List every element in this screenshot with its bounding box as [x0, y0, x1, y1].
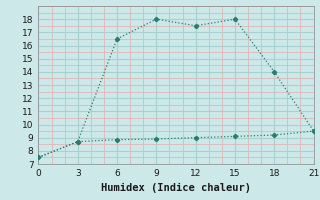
X-axis label: Humidex (Indice chaleur): Humidex (Indice chaleur)	[101, 183, 251, 193]
